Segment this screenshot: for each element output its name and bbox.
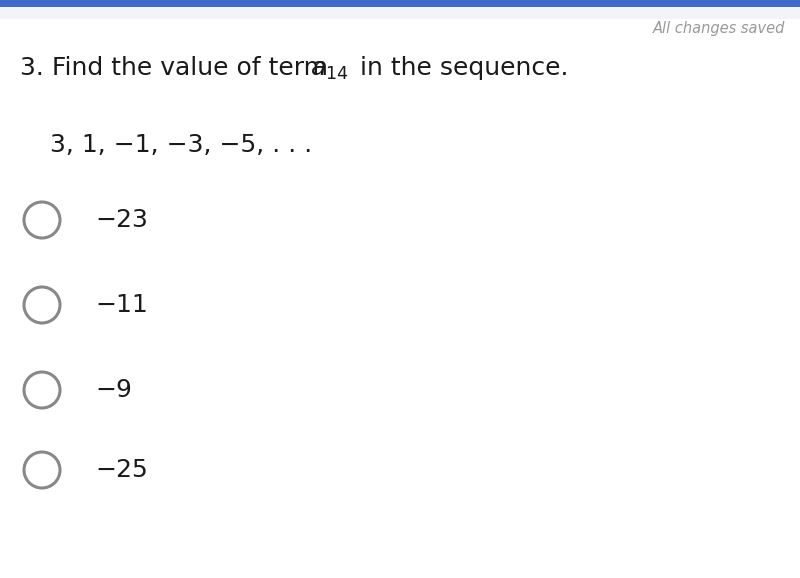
Text: −25: −25 <box>95 458 148 482</box>
Text: 3, 1, −1, −3, −5, . . .: 3, 1, −1, −3, −5, . . . <box>50 133 312 157</box>
Text: −11: −11 <box>95 293 148 317</box>
Text: All changes saved: All changes saved <box>653 21 785 36</box>
Text: −9: −9 <box>95 378 132 402</box>
Text: in the sequence.: in the sequence. <box>352 56 569 80</box>
Text: −23: −23 <box>95 208 148 232</box>
Text: $a_{14}$: $a_{14}$ <box>310 58 349 82</box>
Bar <box>0 7 800 19</box>
Text: 3. Find the value of term: 3. Find the value of term <box>20 56 336 80</box>
Bar <box>0 0 800 7</box>
